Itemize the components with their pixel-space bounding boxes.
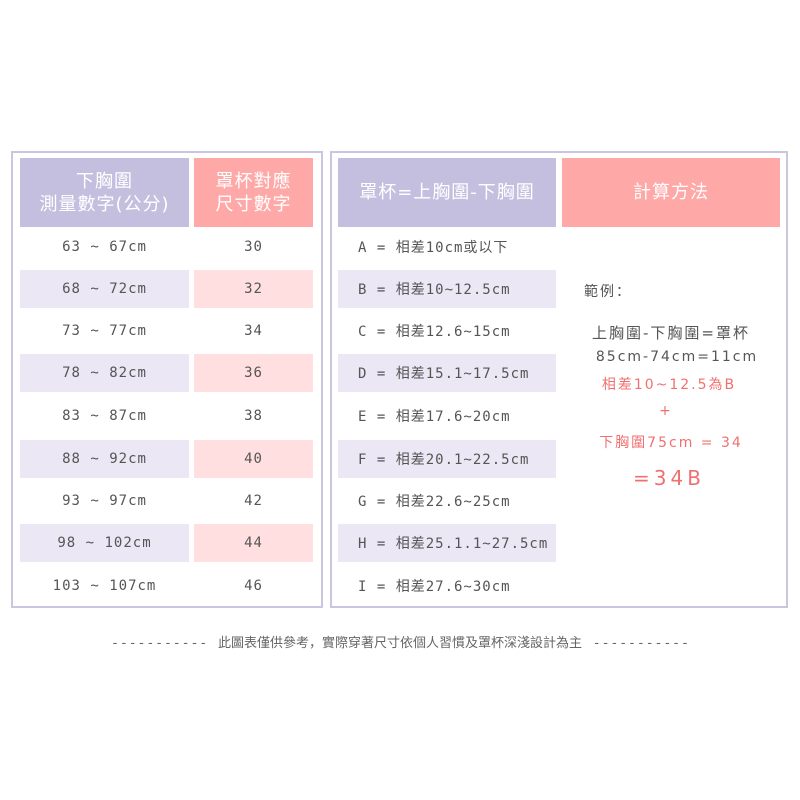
cup-difference: C = 相差12.6~15cm [358,324,511,340]
underbust-range: 98 ~ 102cm [20,524,189,562]
band-size: 36 [194,354,313,392]
cup-difference: F = 相差20.1~22.5cm [338,440,556,478]
example-diff: 相差10~12.5為B [601,377,737,393]
cup-difference: G = 相差22.6~25cm [358,494,511,510]
band-size: 32 [194,270,313,308]
cup-difference: D = 相差15.1~17.5cm [338,354,556,392]
disclaimer-footer: - - - - - - - - - - - 此圖表僅供參考，實際穿著尺寸依個人習… [112,636,688,651]
underbust-range: 68 ~ 72cm [20,270,189,308]
underbust-range: 103 ~ 107cm [52,578,157,594]
underbust-range: 88 ~ 92cm [20,440,189,478]
header-line: 測量數字(公分) [39,193,170,215]
example-band: 下胸圍75cm = 34 [599,435,743,451]
underbust-header: 下胸圍 測量數字(公分) [20,158,189,227]
cup-formula-header: 罩杯=上胸圍-下胸圍 [338,158,556,227]
band-size-header: 罩杯對應 尺寸數字 [194,158,313,227]
underbust-range: 78 ~ 82cm [20,354,189,392]
header-line: 尺寸數字 [215,193,292,215]
band-size: 40 [194,440,313,478]
example-formula: 上胸圍-下胸圍=罩杯 [592,324,750,342]
cup-difference: E = 相差17.6~20cm [358,409,511,425]
band-size: 38 [244,408,263,424]
cup-difference: I = 相差27.6~30cm [358,579,511,595]
band-size: 44 [194,524,313,562]
band-size: 34 [244,323,263,339]
cup-difference: B = 相差10~12.5cm [338,270,556,308]
cup-difference: A = 相差10cm或以下 [358,240,509,256]
header-line: 罩杯對應 [215,170,292,192]
header-line: 下胸圍 [75,170,133,192]
example-plus: + [659,403,673,419]
band-size: 46 [244,578,263,594]
underbust-range: 73 ~ 77cm [62,323,147,339]
underbust-range: 83 ~ 87cm [62,408,147,424]
underbust-range: 63 ~ 67cm [62,239,147,255]
band-size: 30 [244,239,263,255]
band-size: 42 [244,493,263,509]
underbust-range: 93 ~ 97cm [62,493,147,509]
cup-difference: H = 相差25.1.1~27.5cm [338,524,556,562]
method-header: 計算方法 [562,158,780,227]
example-label: 範例： [584,284,632,300]
example-result: =34B [633,466,705,490]
example-calc: 85cm-74cm=11cm [595,349,759,365]
